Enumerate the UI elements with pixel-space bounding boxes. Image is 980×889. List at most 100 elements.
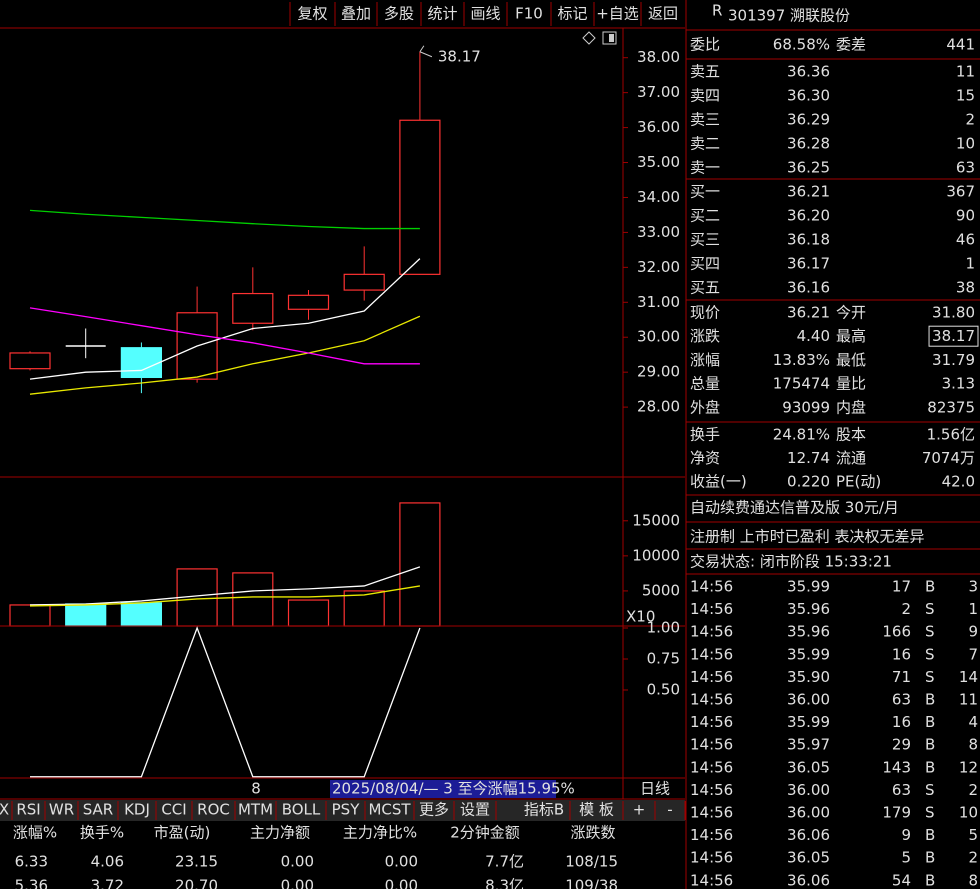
y-tick-label: 34.00 (637, 188, 680, 206)
table-cell[interactable]: 0.00 (385, 853, 418, 871)
tab[interactable]: 指标B (524, 801, 564, 819)
toolbar-button[interactable]: 画线 (470, 5, 500, 23)
book-label: 买四 (690, 255, 720, 273)
trade-cell: 2 (968, 849, 978, 867)
table-header: 主力净比% (343, 824, 417, 842)
table-cell[interactable]: 4.06 (91, 853, 124, 871)
table-cell[interactable]: 0.00 (385, 877, 418, 889)
tab[interactable]: MTM (238, 801, 273, 819)
stat-value: 7074万 (922, 449, 975, 467)
stat-value: 12.74 (787, 449, 830, 467)
tab-bar (0, 800, 685, 821)
candle-body (9, 352, 51, 370)
table-cell[interactable]: 109/38 (565, 877, 618, 889)
trade-cell: 14:56 (690, 713, 733, 731)
trade-cell: 29 (892, 736, 911, 754)
notice[interactable]: 自动续费通达信普及版 30元/月 (690, 499, 899, 517)
tab[interactable]: PSY (332, 801, 361, 819)
trade-cell: 14:56 (690, 849, 733, 867)
period-label: 日线 (640, 780, 670, 798)
trade-cell: 14:56 (690, 645, 733, 663)
volume-bar (9, 604, 51, 627)
tab[interactable]: X (0, 801, 9, 819)
tab[interactable]: 设置 (460, 801, 490, 819)
tab[interactable]: MCST (368, 801, 411, 819)
trade-cell: 7 (968, 645, 978, 663)
trade-cell: 9 (901, 826, 911, 844)
toolbar-button[interactable]: 叠加 (341, 5, 371, 23)
y-tick-label: 0.50 (647, 680, 680, 698)
annotation-arrow (419, 45, 433, 58)
toolbar-button[interactable]: 复权 (297, 5, 327, 23)
table-header: 2分钟金额 (450, 824, 520, 842)
volume-bar (120, 602, 163, 627)
table-cell[interactable]: 0.00 (281, 877, 314, 889)
trade-cell: 2 (968, 781, 978, 799)
table-cell[interactable]: 7.7亿 (485, 853, 524, 871)
tab[interactable]: 模 板 (579, 801, 614, 819)
book-volume: 1 (965, 255, 975, 273)
trade-cell: B (925, 849, 935, 867)
table-cell[interactable]: 8.3亿 (485, 877, 524, 889)
table-cell[interactable]: 20.70 (175, 877, 218, 889)
tab[interactable]: BOLL (282, 801, 321, 819)
tab[interactable]: KDJ (124, 801, 150, 819)
tab[interactable]: SAR (83, 801, 113, 819)
toolbar-button[interactable]: F10 (515, 5, 543, 23)
toolbar-button[interactable]: +自选 (596, 5, 639, 23)
table-cell[interactable]: 5.36 (15, 877, 48, 889)
book-label: 卖四 (690, 87, 720, 105)
book-price: 36.36 (787, 63, 830, 81)
tab[interactable]: WR (49, 801, 74, 819)
table-cell[interactable]: 0.00 (281, 853, 314, 871)
trade-cell: 14:56 (690, 781, 733, 799)
trade-cell: B (925, 871, 935, 889)
table-cell[interactable]: 23.15 (175, 853, 218, 871)
trade-cell: 14:56 (690, 623, 733, 641)
trade-cell: 5 (968, 826, 978, 844)
trade-cell: B (925, 826, 935, 844)
icon-diamond[interactable] (582, 31, 596, 45)
candle-body (232, 292, 274, 324)
toolbar-button[interactable]: 返回 (648, 5, 678, 23)
trade-cell: 36.06 (787, 871, 830, 889)
toolbar-button[interactable]: 统计 (427, 5, 457, 23)
icon-window[interactable] (602, 31, 617, 45)
indicator-line (29, 315, 421, 395)
y-tick-label: 5000 (642, 581, 680, 599)
trade-cell: 63 (892, 691, 911, 709)
y-tick-label: 0.75 (647, 649, 680, 667)
table-cell[interactable]: 108/15 (565, 853, 618, 871)
tab[interactable]: 更多 (419, 801, 449, 819)
y-tick-label: 38.00 (637, 48, 680, 66)
book-label: 买三 (690, 231, 720, 249)
y-tick-label: 32.00 (637, 258, 680, 276)
stat-label: 现价 (690, 304, 720, 322)
trade-cell: 179 (882, 804, 911, 822)
toolbar-button[interactable]: 标记 (557, 5, 587, 23)
trade-cell: S (925, 645, 935, 663)
stat-label: 最低 (836, 351, 866, 369)
table-cell[interactable]: 6.33 (15, 853, 48, 871)
tab[interactable]: + (633, 801, 646, 819)
tab[interactable]: CCI (161, 801, 186, 819)
tab[interactable]: RSI (16, 801, 40, 819)
ratio-value: 441 (946, 36, 975, 54)
stat-value: 82375 (927, 398, 975, 416)
trade-cell: 35.99 (787, 713, 830, 731)
indicator-line (29, 209, 420, 230)
trade-cell: 35.99 (787, 578, 830, 596)
stat-label: 涨幅 (690, 351, 720, 369)
stat-value: 31.79 (932, 351, 975, 369)
table-cell[interactable]: 3.72 (91, 877, 124, 889)
tab[interactable]: ROC (197, 801, 230, 819)
toolbar-button[interactable]: 多股 (384, 5, 414, 23)
trade-cell: 17 (892, 578, 911, 596)
tab[interactable]: - (667, 801, 672, 819)
stat-value: 36.21 (787, 304, 830, 322)
trade-cell: 36.00 (787, 804, 830, 822)
table-header: 换手% (80, 824, 124, 842)
book-label: 卖五 (690, 63, 720, 81)
y-tick-label: 35.00 (637, 153, 680, 171)
